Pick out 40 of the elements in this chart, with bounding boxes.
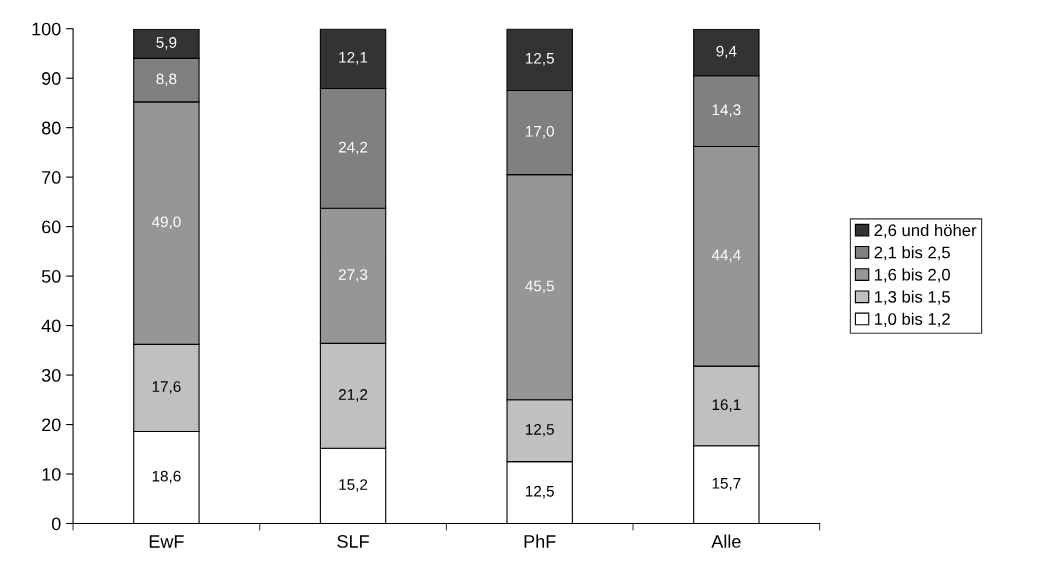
data-label: 14,3: [712, 104, 741, 117]
data-label: 8,8: [156, 73, 177, 87]
y-tick-label: 90: [42, 72, 61, 85]
y-tick-label: 10: [42, 467, 61, 481]
legend-label: 1,0 bis 1,2: [875, 312, 950, 327]
y-tick-label: 50: [41, 270, 61, 283]
data-label: 17,6: [152, 381, 181, 394]
data-label: 24,2: [338, 141, 368, 155]
y-tick-label: 80: [41, 121, 61, 135]
data-label: 44,4: [711, 249, 741, 263]
legend-label: 2,6 und höher: [874, 223, 977, 239]
legend-label: 1,3 bis 1,5: [875, 290, 950, 305]
data-label: 15,2: [339, 479, 368, 492]
x-tick-label: SLF: [337, 535, 369, 548]
y-tick-label: 30: [41, 368, 61, 382]
legend-label: 2,1 bis 2,5: [874, 246, 950, 261]
data-label: 15,7: [712, 478, 741, 491]
data-label: 16,1: [712, 399, 741, 412]
data-label: 17,0: [525, 125, 554, 139]
data-label: 12,5: [525, 52, 554, 66]
x-tick-label: PhF: [524, 534, 556, 548]
data-label: 21,2: [338, 389, 368, 402]
data-label: 27,3: [338, 269, 368, 282]
data-label: 12,5: [525, 424, 554, 437]
y-tick-label: 0: [51, 517, 61, 531]
y-tick-label: 60: [42, 220, 61, 234]
data-label: 45,5: [525, 280, 554, 294]
data-label: 9,4: [716, 45, 737, 59]
data-label: 49,0: [151, 216, 181, 230]
y-tick-label: 70: [42, 171, 61, 184]
data-label: 12,5: [525, 485, 554, 499]
x-tick-label: EwF: [149, 535, 184, 548]
data-label: 18,6: [152, 470, 181, 484]
y-tick-label: 100: [32, 22, 61, 36]
x-tick-label: Alle: [711, 534, 741, 548]
data-label: 12,1: [339, 51, 368, 65]
data-label: 5,9: [156, 37, 177, 50]
legend-label: 1,6 bis 2,0: [875, 268, 950, 283]
y-tick-label: 40: [41, 319, 61, 333]
y-tick-label: 20: [42, 418, 61, 432]
